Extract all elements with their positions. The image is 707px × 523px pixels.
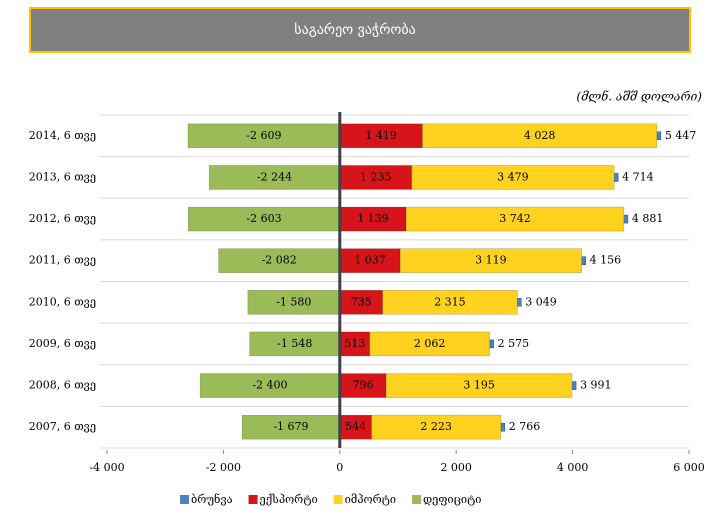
data-label: 735 <box>351 295 372 308</box>
x-tick-label: -2 000 <box>206 461 241 474</box>
data-label: -2 603 <box>246 212 281 225</box>
x-tick-label: 4 000 <box>557 461 589 474</box>
data-label: 796 <box>352 379 373 392</box>
bar-segment <box>218 248 341 273</box>
bar-segment <box>385 373 573 398</box>
data-label: 3 119 <box>475 254 507 267</box>
bar-segment <box>371 414 502 440</box>
y-tick-label: 2009, 6 თვე <box>29 337 96 350</box>
legend-label: ექსპორტი <box>260 493 318 506</box>
unit-label: (მლნ. აშშ დოლარი) <box>576 89 702 104</box>
data-label: -2 400 <box>252 379 287 392</box>
title-banner <box>29 7 691 53</box>
data-label: 4 881 <box>632 212 664 225</box>
data-label: 544 <box>345 420 366 433</box>
data-label: 4 714 <box>622 170 654 183</box>
bar-segment <box>249 331 341 357</box>
x-tick-label: 6 000 <box>673 461 705 474</box>
legend-swatch <box>412 495 422 504</box>
chart-title: საგარეო ვაჭრობა <box>294 21 415 38</box>
legend-label: იმპორტი <box>345 493 396 506</box>
data-label: 2 766 <box>509 420 541 433</box>
data-label: 4 156 <box>590 254 622 267</box>
y-tick-label: 2007, 6 თვე <box>29 420 96 433</box>
data-label: -2 244 <box>257 170 292 183</box>
data-label: -2 609 <box>246 129 281 142</box>
y-tick-label: 2012, 6 თვე <box>29 212 96 225</box>
legend-swatch <box>180 495 189 504</box>
data-label: 1 419 <box>365 129 397 142</box>
x-tick-label: 0 <box>336 461 343 474</box>
data-label: 1 037 <box>354 254 386 267</box>
bar-segment <box>369 331 490 357</box>
bar-segment <box>339 206 407 232</box>
data-label: -1 548 <box>277 337 312 350</box>
bar-segment <box>411 165 615 190</box>
data-label: 4 028 <box>524 129 556 142</box>
data-label: -1 580 <box>276 295 311 308</box>
bar-segment <box>339 331 370 357</box>
legend-label: ბრუნვა <box>191 493 233 506</box>
bar-segment <box>187 123 341 149</box>
bar-segment <box>208 165 341 190</box>
data-label: 2 223 <box>420 420 452 433</box>
y-tick-label: 2011, 6 თვე <box>29 254 96 267</box>
x-tick-label: 2 000 <box>440 461 472 474</box>
bar-segment <box>399 248 582 273</box>
data-label: 1 235 <box>360 170 392 183</box>
legend-swatch <box>333 495 343 504</box>
y-tick-label: 2014, 6 თვე <box>29 129 96 142</box>
data-label: 3 742 <box>499 212 531 225</box>
data-label: 3 991 <box>580 379 612 392</box>
y-tick-label: 2013, 6 თვე <box>29 170 96 183</box>
data-label: 3 195 <box>463 379 495 392</box>
data-label: 3 479 <box>497 170 529 183</box>
data-label: 5 447 <box>665 129 697 142</box>
data-label: 2 062 <box>414 337 446 350</box>
bar-segment <box>339 290 383 315</box>
data-label: -1 679 <box>273 420 308 433</box>
data-label: 2 315 <box>434 295 466 308</box>
data-label: 513 <box>344 337 365 350</box>
bar-segment <box>199 373 341 398</box>
bar-segment <box>405 206 625 232</box>
data-label: 3 049 <box>525 295 557 308</box>
data-label: -2 082 <box>262 254 297 267</box>
bar-segment <box>241 414 341 440</box>
legend-swatch <box>248 495 258 504</box>
x-tick-label: -4 000 <box>89 461 124 474</box>
y-tick-label: 2010, 6 თვე <box>29 295 96 308</box>
y-tick-label: 2008, 6 თვე <box>29 379 96 392</box>
data-label: 1 139 <box>357 212 389 225</box>
bar-segment <box>188 206 341 232</box>
data-label: 2 575 <box>498 337 530 350</box>
bar-segment <box>422 123 658 149</box>
legend-label: დეფიციტი <box>423 493 481 506</box>
bar-segment <box>382 290 518 315</box>
